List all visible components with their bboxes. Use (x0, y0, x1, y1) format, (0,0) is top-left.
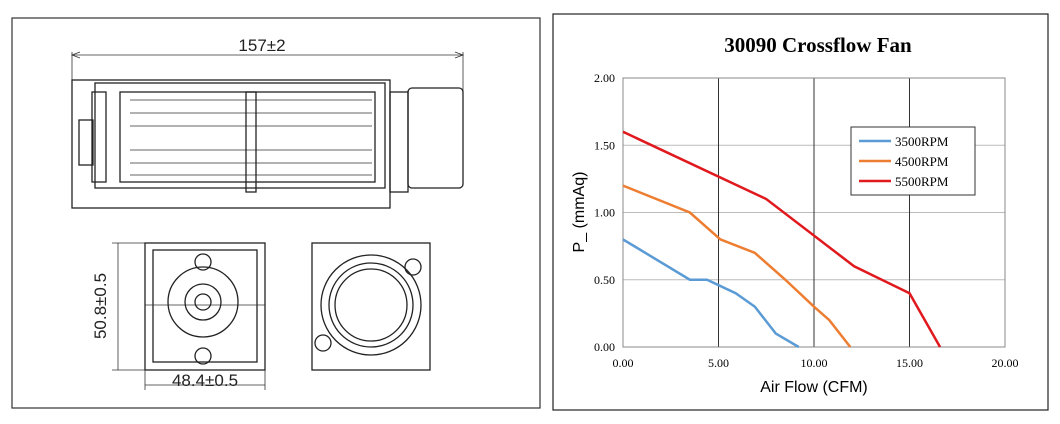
x-tick-label: 0.00 (613, 356, 634, 370)
x-tick-label: 15.00 (896, 356, 923, 370)
series-line (622, 238, 800, 349)
x-tick-label: 10.00 (801, 356, 828, 370)
fan-side-view: 157±2 (70, 36, 465, 209)
chart-panel: 30090 Crossflow Fan Air Flow (CFM) P_ (m… (552, 13, 1049, 411)
y-tick-label: 2.00 (594, 71, 615, 85)
legend-label: 4500RPM (895, 154, 949, 169)
y-tick-label: 1.50 (594, 138, 615, 152)
chart-title: 30090 Crossflow Fan (724, 33, 912, 57)
x-tick-label: 20.00 (992, 356, 1019, 370)
fan-front-views: 50.8±0.5 48.4±0.5 (91, 242, 431, 390)
y-axis-label: P_ (mmAq) (571, 172, 588, 253)
y-tick-label: 1.00 (594, 206, 615, 220)
x-tick-label: 5.00 (708, 356, 729, 370)
y-tick-label: 0.00 (594, 340, 615, 354)
y-tick-label: 0.50 (594, 273, 615, 287)
dimension-label: 48.4±0.5 (172, 371, 238, 390)
dimension-label: 157±2 (238, 36, 285, 55)
drawing-panel: 157±2 50.8±0.5 48.4±0.5 (11, 17, 541, 409)
dimension-label: 50.8±0.5 (91, 273, 110, 339)
drawing-frame (11, 17, 541, 409)
plot-area (622, 77, 1006, 348)
legend-label: 3500RPM (895, 134, 949, 149)
legend-label: 5500RPM (895, 174, 949, 189)
series-line (622, 130, 942, 348)
series-line (622, 184, 852, 348)
x-axis-label: Air Flow (CFM) (760, 379, 868, 396)
